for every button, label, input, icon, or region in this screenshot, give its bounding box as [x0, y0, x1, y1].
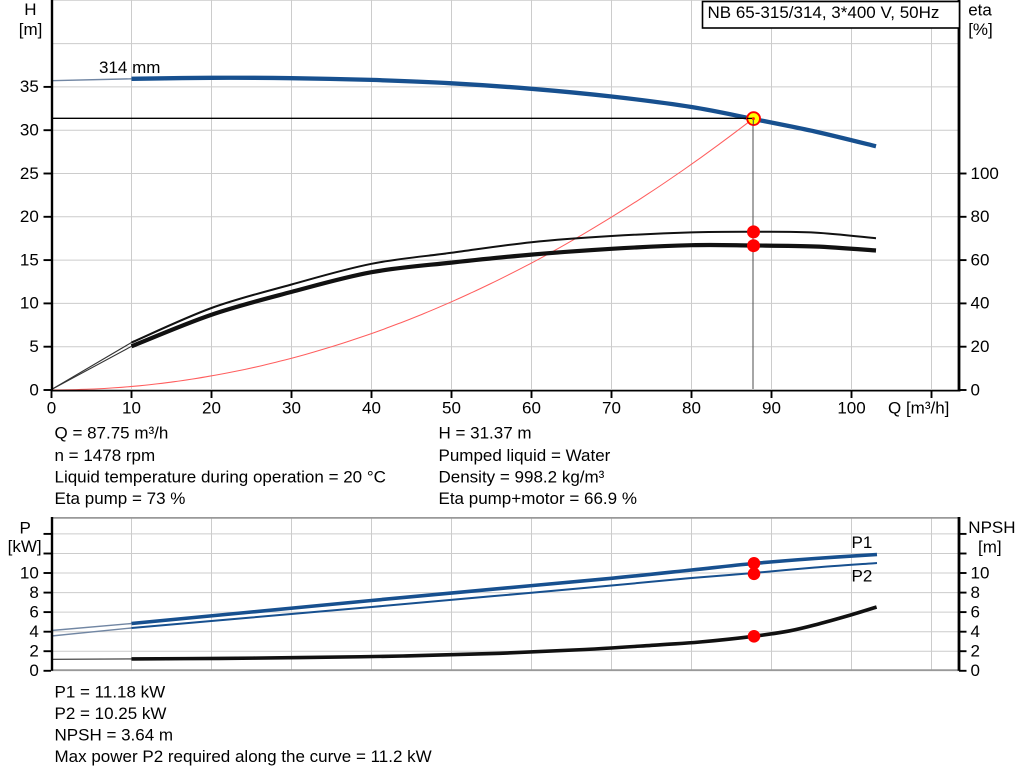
- svg-text:NB 65-315/314, 3*400 V, 50Hz: NB 65-315/314, 3*400 V, 50Hz: [708, 3, 940, 22]
- svg-text:5: 5: [29, 337, 38, 356]
- svg-text:0: 0: [29, 380, 38, 399]
- svg-text:10: 10: [971, 563, 990, 582]
- svg-text:eta: eta: [968, 0, 992, 19]
- svg-text:Max power P2 required along th: Max power P2 required along the curve = …: [55, 747, 432, 766]
- svg-text:NPSH = 3.64 m: NPSH = 3.64 m: [55, 725, 174, 744]
- svg-text:[%]: [%]: [968, 20, 993, 39]
- svg-text:P1: P1: [852, 533, 873, 552]
- svg-text:Q [m³/h]: Q [m³/h]: [888, 398, 949, 417]
- svg-text:20: 20: [202, 398, 221, 417]
- svg-text:10: 10: [122, 398, 141, 417]
- svg-text:Pumped liquid = Water: Pumped liquid = Water: [439, 446, 611, 465]
- svg-text:80: 80: [682, 398, 701, 417]
- svg-text:n = 1478 rpm: n = 1478 rpm: [55, 446, 156, 465]
- svg-text:20: 20: [20, 207, 39, 226]
- svg-text:P2: P2: [852, 566, 873, 585]
- svg-text:H = 31.37 m: H = 31.37 m: [439, 424, 532, 443]
- svg-text:[m]: [m]: [978, 537, 1002, 556]
- svg-text:80: 80: [971, 207, 990, 226]
- svg-text:H: H: [24, 0, 36, 19]
- svg-text:314 mm: 314 mm: [99, 58, 160, 77]
- svg-text:P: P: [20, 518, 31, 537]
- svg-text:P2 = 10.25 kW: P2 = 10.25 kW: [55, 704, 167, 723]
- svg-text:100: 100: [971, 164, 999, 183]
- svg-text:Q = 87.75 m³/h: Q = 87.75 m³/h: [55, 424, 169, 443]
- svg-text:35: 35: [20, 77, 39, 96]
- svg-text:P1 = 11.18 kW: P1 = 11.18 kW: [55, 682, 166, 701]
- svg-text:6: 6: [971, 602, 980, 621]
- svg-text:20: 20: [971, 337, 990, 356]
- svg-text:4: 4: [29, 622, 38, 641]
- svg-text:30: 30: [282, 398, 301, 417]
- svg-text:Eta pump+motor = 66.9 %: Eta pump+motor = 66.9 %: [439, 489, 637, 508]
- svg-text:40: 40: [362, 398, 381, 417]
- svg-text:0: 0: [29, 661, 38, 680]
- svg-text:30: 30: [20, 121, 39, 140]
- svg-text:0: 0: [971, 661, 980, 680]
- svg-text:10: 10: [20, 563, 39, 582]
- svg-text:60: 60: [522, 398, 541, 417]
- svg-text:Eta pump = 73 %: Eta pump = 73 %: [55, 489, 186, 508]
- svg-text:40: 40: [971, 294, 990, 313]
- svg-text:60: 60: [971, 250, 990, 269]
- svg-text:90: 90: [762, 398, 781, 417]
- svg-text:8: 8: [971, 583, 980, 602]
- svg-text:[kW]: [kW]: [8, 537, 42, 556]
- svg-text:2: 2: [971, 642, 980, 661]
- svg-text:15: 15: [20, 250, 39, 269]
- svg-text:Liquid temperature during oper: Liquid temperature during operation = 20…: [55, 468, 386, 487]
- svg-text:6: 6: [29, 602, 38, 621]
- svg-text:50: 50: [442, 398, 461, 417]
- svg-text:25: 25: [20, 164, 39, 183]
- svg-text:100: 100: [837, 398, 865, 417]
- svg-text:[m]: [m]: [19, 20, 43, 39]
- svg-text:0: 0: [971, 380, 980, 399]
- svg-text:70: 70: [602, 398, 621, 417]
- svg-text:NPSH: NPSH: [968, 518, 1015, 537]
- svg-text:Density = 998.2 kg/m³: Density = 998.2 kg/m³: [439, 468, 605, 487]
- svg-text:0: 0: [47, 398, 56, 417]
- svg-text:2: 2: [29, 642, 38, 661]
- svg-text:4: 4: [971, 622, 980, 641]
- svg-text:8: 8: [29, 583, 38, 602]
- svg-text:10: 10: [20, 294, 39, 313]
